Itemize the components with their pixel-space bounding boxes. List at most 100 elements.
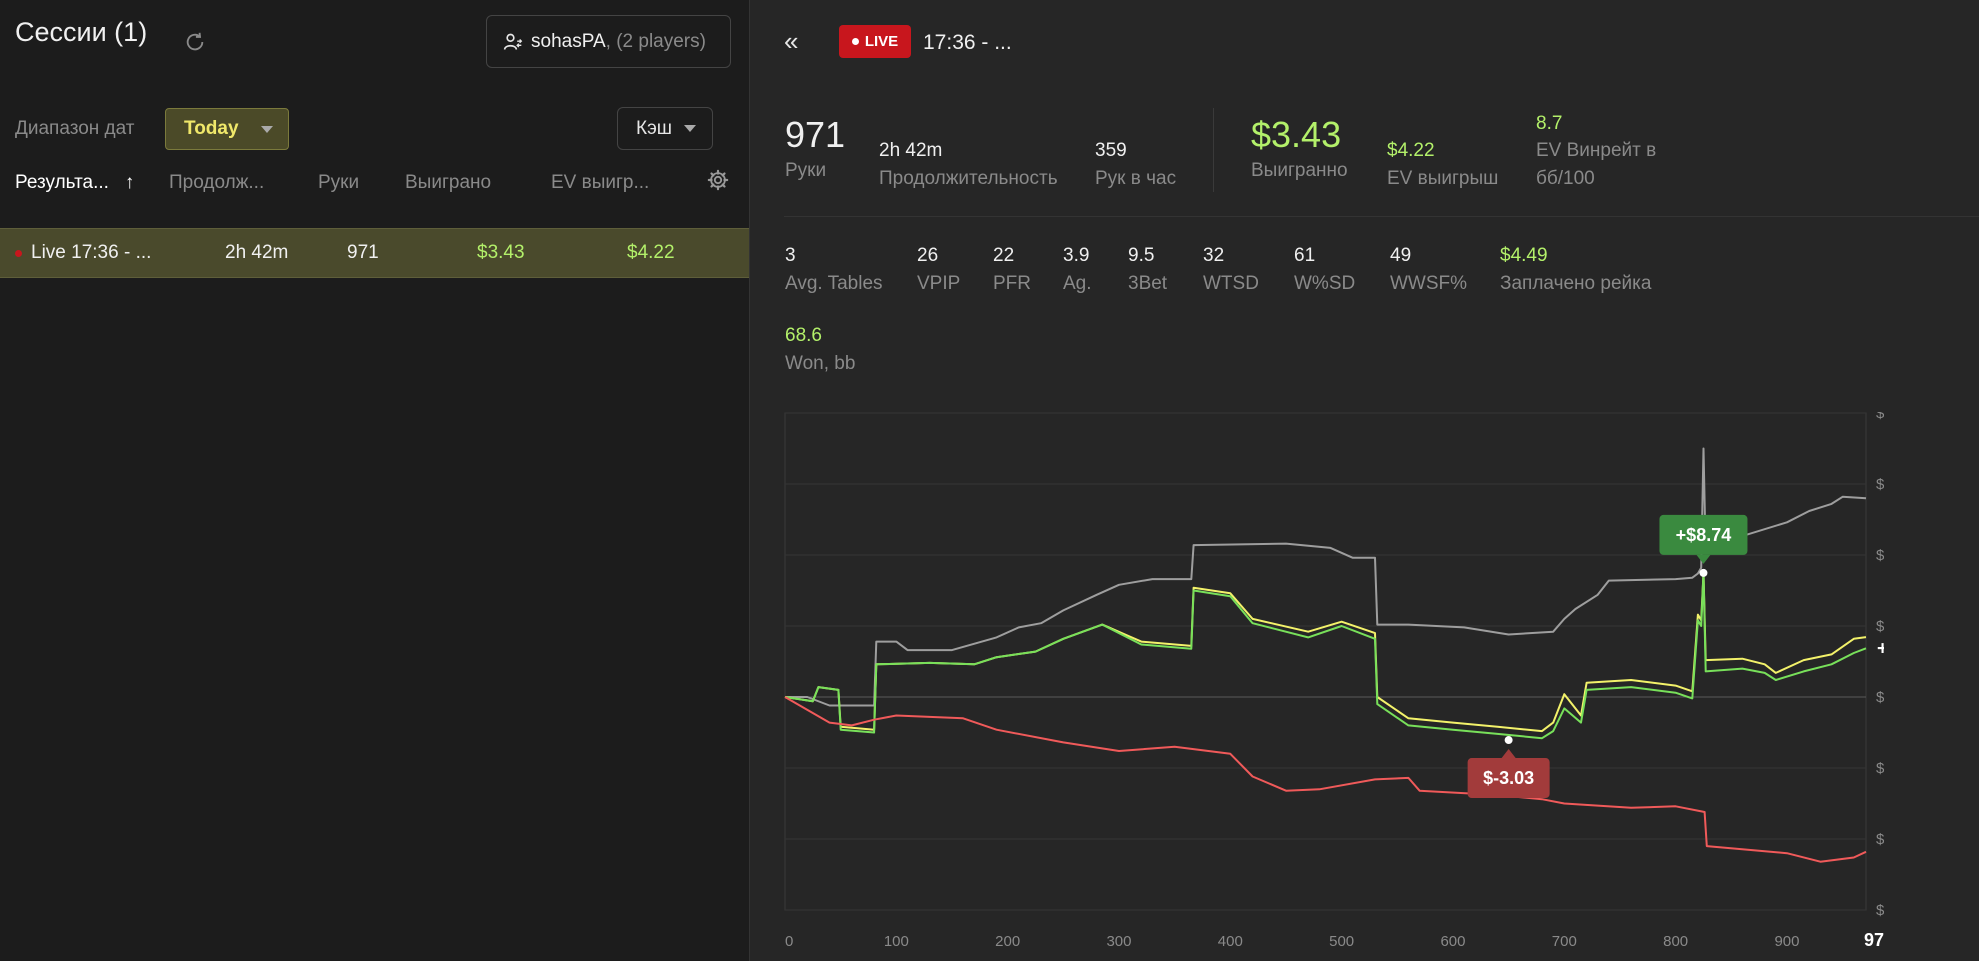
stat-value-avg-tables: 3 <box>785 245 796 266</box>
max-callout-label: +$8.74 <box>1676 525 1732 545</box>
back-icon[interactable]: « <box>784 26 799 56</box>
column-header-duration[interactable]: Продолж... <box>169 172 265 193</box>
column-header-result[interactable]: Результа... ↑ <box>15 172 135 193</box>
x-tick-label: 900 <box>1774 933 1799 950</box>
x-tick-label: 200 <box>995 933 1020 950</box>
date-range-dropdown[interactable]: Today <box>165 108 289 150</box>
series-line-2 <box>784 571 1867 740</box>
hands-label: Руки <box>785 160 827 181</box>
date-range-label: Диапазон дат <box>15 118 135 139</box>
live-badge: LIVE <box>839 25 911 58</box>
plot-area <box>784 412 1867 911</box>
summary-separator <box>1213 108 1214 192</box>
y-tick-label: $15 <box>1876 476 1884 493</box>
player-name: sohasPA <box>531 30 606 52</box>
stat-label-pfr: PFR <box>993 273 1031 294</box>
ev-winrate-value: 8.7 <box>1536 113 1563 134</box>
max-callout-box <box>1659 514 1748 555</box>
row-ev-won: $4.22 <box>627 242 675 263</box>
won-value: $3.43 <box>1251 114 1342 155</box>
chevron-down-icon <box>684 125 696 132</box>
sort-arrow-icon: ↑ <box>124 172 135 193</box>
max-point-marker <box>1699 568 1708 577</box>
x-tick-label: 400 <box>1218 933 1243 950</box>
x-tick-label: 100 <box>884 933 909 950</box>
gear-icon[interactable] <box>707 169 729 191</box>
series-line-0 <box>785 447 1867 707</box>
stat-value-pfr: 22 <box>993 245 1015 266</box>
min-point-marker <box>1504 736 1513 745</box>
x-tick-label: 300 <box>1106 933 1131 950</box>
duration-label: Продолжительность <box>879 168 1058 189</box>
ev-winrate-label-unit: бб/100 <box>1536 168 1595 189</box>
players-switch-icon <box>503 33 523 50</box>
ev-winrate-label: EV Винрейт в <box>1536 140 1657 161</box>
x-tick-label: 700 <box>1552 933 1577 950</box>
row-won: $3.43 <box>477 242 525 263</box>
y-tick-label: $10 <box>1876 547 1884 564</box>
stat-value-rake: $4.49 <box>1500 245 1548 266</box>
stat-label-wwsf: WWSF% <box>1390 273 1468 294</box>
game-type-dropdown[interactable]: Кэш <box>617 107 713 150</box>
x-tick-label: 600 <box>1440 933 1465 950</box>
y-tick-label: $-5 <box>1876 760 1884 777</box>
hands-per-hour-value: 359 <box>1095 140 1127 161</box>
stat-label-3bet: 3Bet <box>1128 273 1168 294</box>
refresh-icon[interactable] <box>184 31 206 53</box>
panel-divider <box>749 0 750 961</box>
stat-label-ag: Ag. <box>1063 273 1092 294</box>
min-callout-pointer <box>1501 749 1516 759</box>
ev-won-label: EV выигрыш <box>1387 168 1499 189</box>
column-header-ev-won[interactable]: EV выигр... <box>551 172 650 193</box>
column-header-won[interactable]: Выиграно <box>405 172 492 193</box>
row-duration: 2h 42m <box>225 242 289 263</box>
end-value-label: +$3.43 <box>1877 638 1884 659</box>
stat-value-vpip: 26 <box>917 245 939 266</box>
duration-value: 2h 42m <box>879 140 943 161</box>
x-tick-label: 0 <box>785 933 793 950</box>
page-title: Сессии (1) <box>15 17 148 47</box>
row-session-name: Live 17:36 - ... <box>31 242 152 263</box>
stat-label-rake: Заплачено рейка <box>1500 273 1652 294</box>
session-title: 17:36 - ... <box>923 31 1012 54</box>
stat-label-avg-tables: Avg. Tables <box>785 273 883 294</box>
player-selector-button[interactable]: sohasPA, (2 players) <box>486 15 731 68</box>
y-tick-label: $5 <box>1876 618 1884 635</box>
min-callout-box <box>1467 758 1550 799</box>
stat-label-wsd: W%SD <box>1294 273 1356 294</box>
won-bb-value: 68.6 <box>785 325 822 346</box>
series-line-3 <box>784 696 1867 863</box>
y-tick-label: $0 <box>1876 689 1884 706</box>
column-header-hands[interactable]: Руки <box>318 172 360 193</box>
date-range-value: Today <box>184 118 239 139</box>
player-count: , (2 players) <box>605 30 706 52</box>
profit-chart[interactable]: $20 $15 $10 $5 $0 $-5 $-10 $-15 0 100 200 300 400 500… <box>784 412 1884 961</box>
y-tick-label: $-15 <box>1876 902 1884 919</box>
row-hands: 971 <box>347 242 379 263</box>
game-type-value: Кэш <box>636 117 673 139</box>
live-dot-icon <box>15 250 22 257</box>
chevron-down-icon <box>261 126 273 133</box>
min-callout-label: $-3.03 <box>1483 768 1534 788</box>
table-row[interactable]: Live 17:36 - ... 2h 42m 971 $3.43 $4.22 <box>0 228 749 278</box>
stat-label-vpip: VPIP <box>917 273 961 294</box>
stat-label-wtsd: WTSD <box>1203 273 1259 294</box>
x-tick-label: 500 <box>1329 933 1354 950</box>
stat-value-ag: 3.9 <box>1063 245 1090 266</box>
stat-value-wtsd: 32 <box>1203 245 1225 266</box>
live-dot-icon <box>851 38 859 45</box>
hands-value: 971 <box>785 114 846 155</box>
hands-per-hour-label: Рук в час <box>1095 168 1177 189</box>
stat-value-wsd: 61 <box>1294 245 1316 266</box>
y-tick-label: $20 <box>1876 412 1884 422</box>
max-callout-pointer <box>1696 554 1711 564</box>
x-end-label: 971 <box>1864 930 1884 950</box>
stat-value-3bet: 9.5 <box>1128 245 1155 266</box>
won-label: Выигранно <box>1251 160 1348 181</box>
sessions-panel: Сессии (1) sohasPA, (2 players) Диапазон… <box>0 0 749 961</box>
stat-value-wwsf: 49 <box>1390 245 1412 266</box>
won-bb-label: Won, bb <box>785 353 856 374</box>
x-tick-label: 800 <box>1663 933 1688 950</box>
y-tick-label: $-10 <box>1876 831 1884 848</box>
summary-divider <box>784 216 1979 217</box>
